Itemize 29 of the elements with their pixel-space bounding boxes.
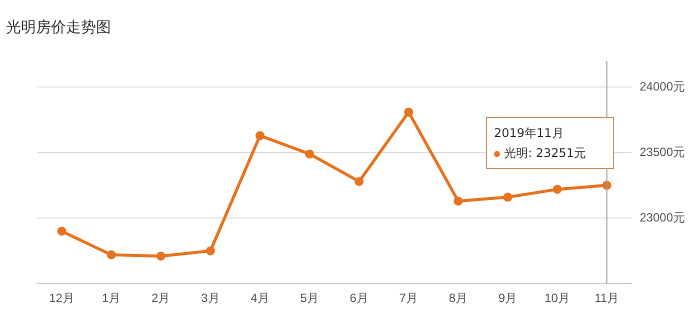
y-tick-label: 23000元 xyxy=(640,210,686,224)
x-tick-label: 6月 xyxy=(350,291,368,306)
point xyxy=(305,149,314,158)
point xyxy=(404,108,414,117)
point xyxy=(156,252,166,261)
x-tick-label: 5月 xyxy=(300,291,319,306)
point xyxy=(454,196,463,206)
point xyxy=(552,184,562,194)
point xyxy=(206,246,215,256)
chart-title: 光明房价走势图 xyxy=(6,18,111,37)
x-tick-label: 7月 xyxy=(399,291,418,306)
x-tick-label: 8月 xyxy=(448,291,468,306)
x-tick-label: 11月 xyxy=(594,291,620,306)
x-tick-label: 10月 xyxy=(544,291,570,306)
point xyxy=(255,131,264,140)
y-tick-label: 24000元 xyxy=(640,80,686,94)
point xyxy=(503,192,512,202)
x-tick-label: 3月 xyxy=(201,291,220,306)
point xyxy=(106,250,116,260)
x-tick-label: 4月 xyxy=(250,291,270,306)
point xyxy=(57,226,66,236)
x-tick-label: 9月 xyxy=(498,291,518,306)
y-tick-label: 23500元 xyxy=(640,144,686,159)
annotation: 光明: 23251元 xyxy=(504,146,586,160)
x-tick-label: 12月 xyxy=(49,291,74,306)
point xyxy=(354,176,364,186)
x-tick-label: 2月 xyxy=(152,291,170,306)
x-tick-label: 1月 xyxy=(102,291,121,306)
annotation: 2019年11月 xyxy=(494,126,564,140)
